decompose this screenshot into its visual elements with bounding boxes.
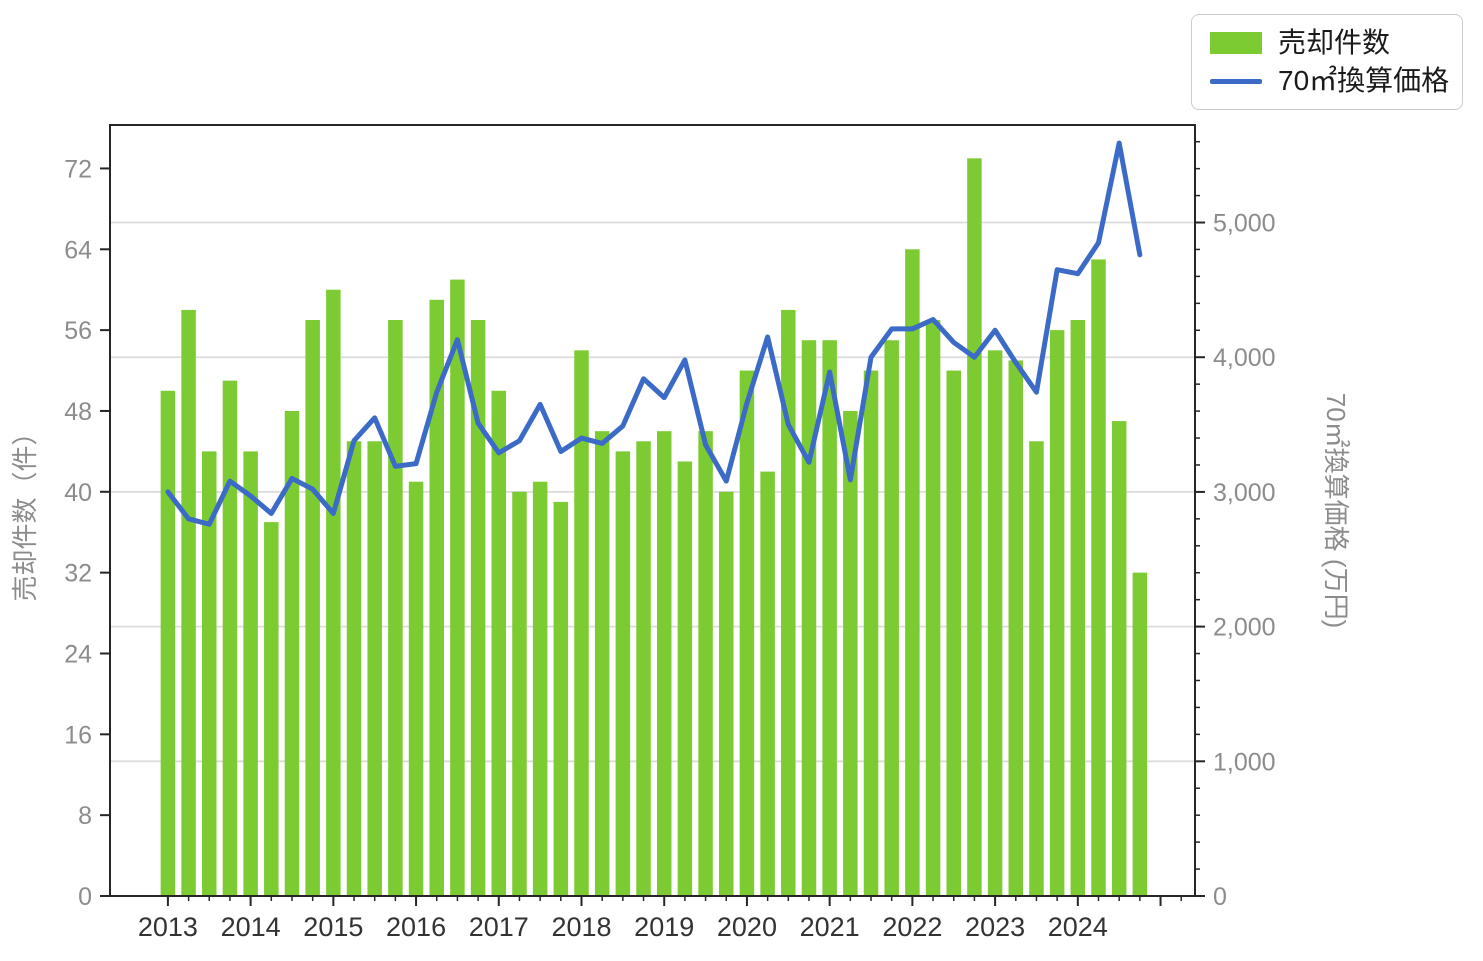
svg-text:2016: 2016 <box>386 912 446 942</box>
svg-text:2021: 2021 <box>800 912 860 942</box>
svg-text:0: 0 <box>1213 883 1227 911</box>
legend-item-price: 70㎡換算価格 <box>1210 67 1462 95</box>
svg-text:70㎡換算価格 (万円): 70㎡換算価格 (万円) <box>1321 393 1351 628</box>
legend: 売却件数 70㎡換算価格 <box>1191 14 1463 110</box>
bar-swatch-icon <box>1210 32 1262 54</box>
svg-text:2024: 2024 <box>1048 912 1108 942</box>
svg-text:8: 8 <box>78 802 92 830</box>
svg-text:3,000: 3,000 <box>1213 479 1276 507</box>
line-swatch-icon <box>1210 78 1262 84</box>
svg-text:2019: 2019 <box>634 912 694 942</box>
svg-text:2023: 2023 <box>965 912 1025 942</box>
legend-label: 70㎡換算価格 <box>1278 65 1450 96</box>
legend-item-sales-count: 売却件数 <box>1210 29 1462 57</box>
svg-text:2,000: 2,000 <box>1213 614 1276 642</box>
svg-text:48: 48 <box>64 398 92 426</box>
svg-text:24: 24 <box>64 640 92 668</box>
svg-text:2014: 2014 <box>221 912 281 942</box>
svg-text:売却件数（件）: 売却件数（件） <box>10 419 40 601</box>
svg-text:4,000: 4,000 <box>1213 344 1276 372</box>
svg-text:72: 72 <box>64 155 92 183</box>
svg-text:56: 56 <box>64 317 92 345</box>
svg-text:5,000: 5,000 <box>1213 210 1276 238</box>
svg-text:40: 40 <box>64 479 92 507</box>
legend-label: 売却件数 <box>1278 27 1391 58</box>
svg-text:2020: 2020 <box>717 912 777 942</box>
svg-text:2022: 2022 <box>882 912 942 942</box>
svg-text:2013: 2013 <box>138 912 198 942</box>
svg-text:2015: 2015 <box>303 912 363 942</box>
svg-text:64: 64 <box>64 236 92 264</box>
svg-text:1,000: 1,000 <box>1213 748 1276 776</box>
svg-text:32: 32 <box>64 560 92 588</box>
svg-text:2018: 2018 <box>551 912 611 942</box>
svg-text:0: 0 <box>78 883 92 911</box>
svg-text:16: 16 <box>64 721 92 749</box>
svg-text:2017: 2017 <box>469 912 529 942</box>
